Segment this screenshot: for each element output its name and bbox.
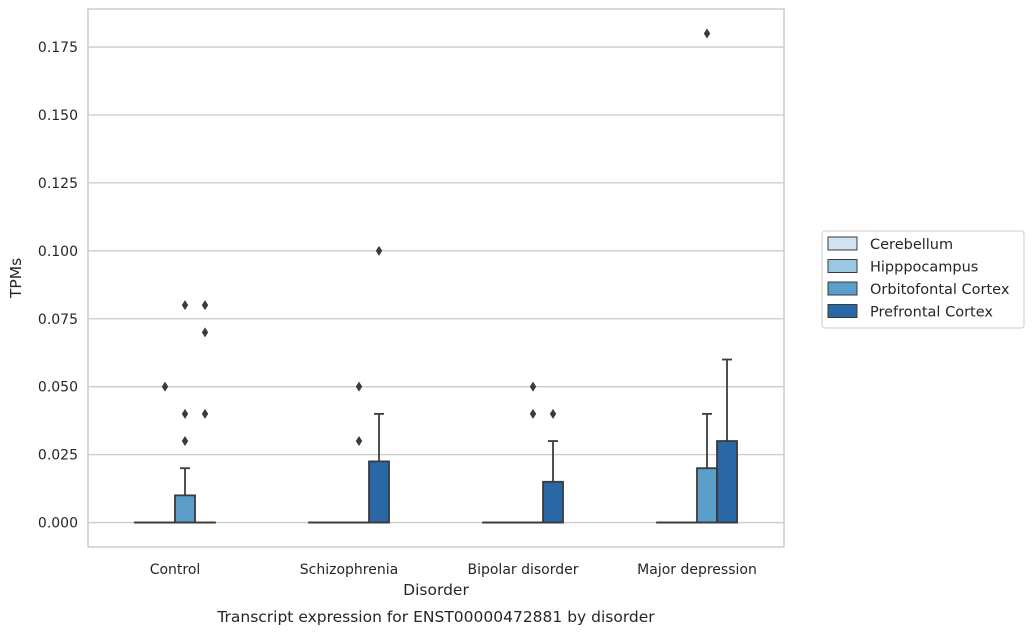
y-tick-label: 0.000 bbox=[38, 516, 78, 532]
box bbox=[542, 480, 564, 524]
y-tick-label: 0.175 bbox=[38, 40, 78, 56]
box-group bbox=[174, 300, 196, 524]
box-group bbox=[542, 408, 564, 524]
y-ticks: 0.000 0.025 0.050 0.075 0.100 0.125 0.150 0.175 bbox=[38, 40, 78, 532]
outlier-point bbox=[703, 28, 711, 39]
box-plots bbox=[134, 28, 738, 524]
box bbox=[368, 460, 390, 524]
box-group bbox=[368, 245, 390, 524]
y-tick-label: 0.075 bbox=[38, 312, 78, 328]
chart-caption: Transcript expression for ENST0000047288… bbox=[216, 608, 655, 626]
y-tick-label: 0.025 bbox=[38, 448, 78, 464]
box-group bbox=[716, 358, 738, 524]
y-tick-label: 0.125 bbox=[38, 176, 78, 192]
x-tick-label: Schizophrenia bbox=[300, 562, 398, 578]
x-axis-label: Disorder bbox=[403, 581, 469, 599]
plot-frame bbox=[87, 8, 785, 548]
outlier-point bbox=[529, 408, 537, 419]
y-tick-label: 0.050 bbox=[38, 380, 78, 396]
y-axis-label: TPMs bbox=[7, 258, 25, 299]
legend-label: Prefrontal Cortex bbox=[870, 305, 993, 321]
legend-label: Orbitofontal Cortex bbox=[870, 282, 1010, 298]
outlier-point bbox=[201, 408, 209, 419]
x-tick-label: Bipolar disorder bbox=[467, 562, 578, 578]
outlier-point bbox=[201, 327, 209, 338]
box bbox=[696, 467, 718, 524]
outlier-point bbox=[549, 408, 557, 419]
legend-label: Hipppocampus bbox=[870, 260, 978, 276]
outlier-point bbox=[161, 381, 169, 392]
legend-swatch bbox=[827, 236, 858, 251]
x-ticks: Control Schizophrenia Bipolar disorder Majo… bbox=[150, 562, 757, 578]
outlier-point bbox=[181, 300, 189, 311]
box bbox=[174, 494, 196, 524]
legend-frame bbox=[821, 230, 1025, 329]
outlier-point bbox=[355, 436, 363, 447]
x-tick-label: Control bbox=[150, 562, 201, 578]
outlier-point bbox=[529, 381, 537, 392]
legend-swatch bbox=[827, 259, 858, 273]
legend: Cerebellum Hipppocampus Orbitofontal Corte… bbox=[821, 230, 1025, 329]
x-tick-label: Major depression bbox=[637, 562, 757, 578]
outlier-point bbox=[375, 245, 383, 256]
outlier-point bbox=[355, 381, 363, 392]
outlier-point bbox=[181, 408, 189, 419]
legend-swatch bbox=[827, 281, 858, 296]
y-tick-label: 0.100 bbox=[38, 244, 78, 260]
box-group bbox=[194, 300, 216, 524]
outlier-point bbox=[181, 436, 189, 447]
y-tick-label: 0.150 bbox=[38, 108, 78, 124]
box bbox=[716, 440, 738, 524]
outlier-point bbox=[201, 300, 209, 311]
legend-label: Cerebellum bbox=[870, 237, 953, 253]
box-group bbox=[522, 381, 544, 524]
legend-swatch bbox=[827, 304, 858, 318]
box-group bbox=[154, 381, 176, 524]
